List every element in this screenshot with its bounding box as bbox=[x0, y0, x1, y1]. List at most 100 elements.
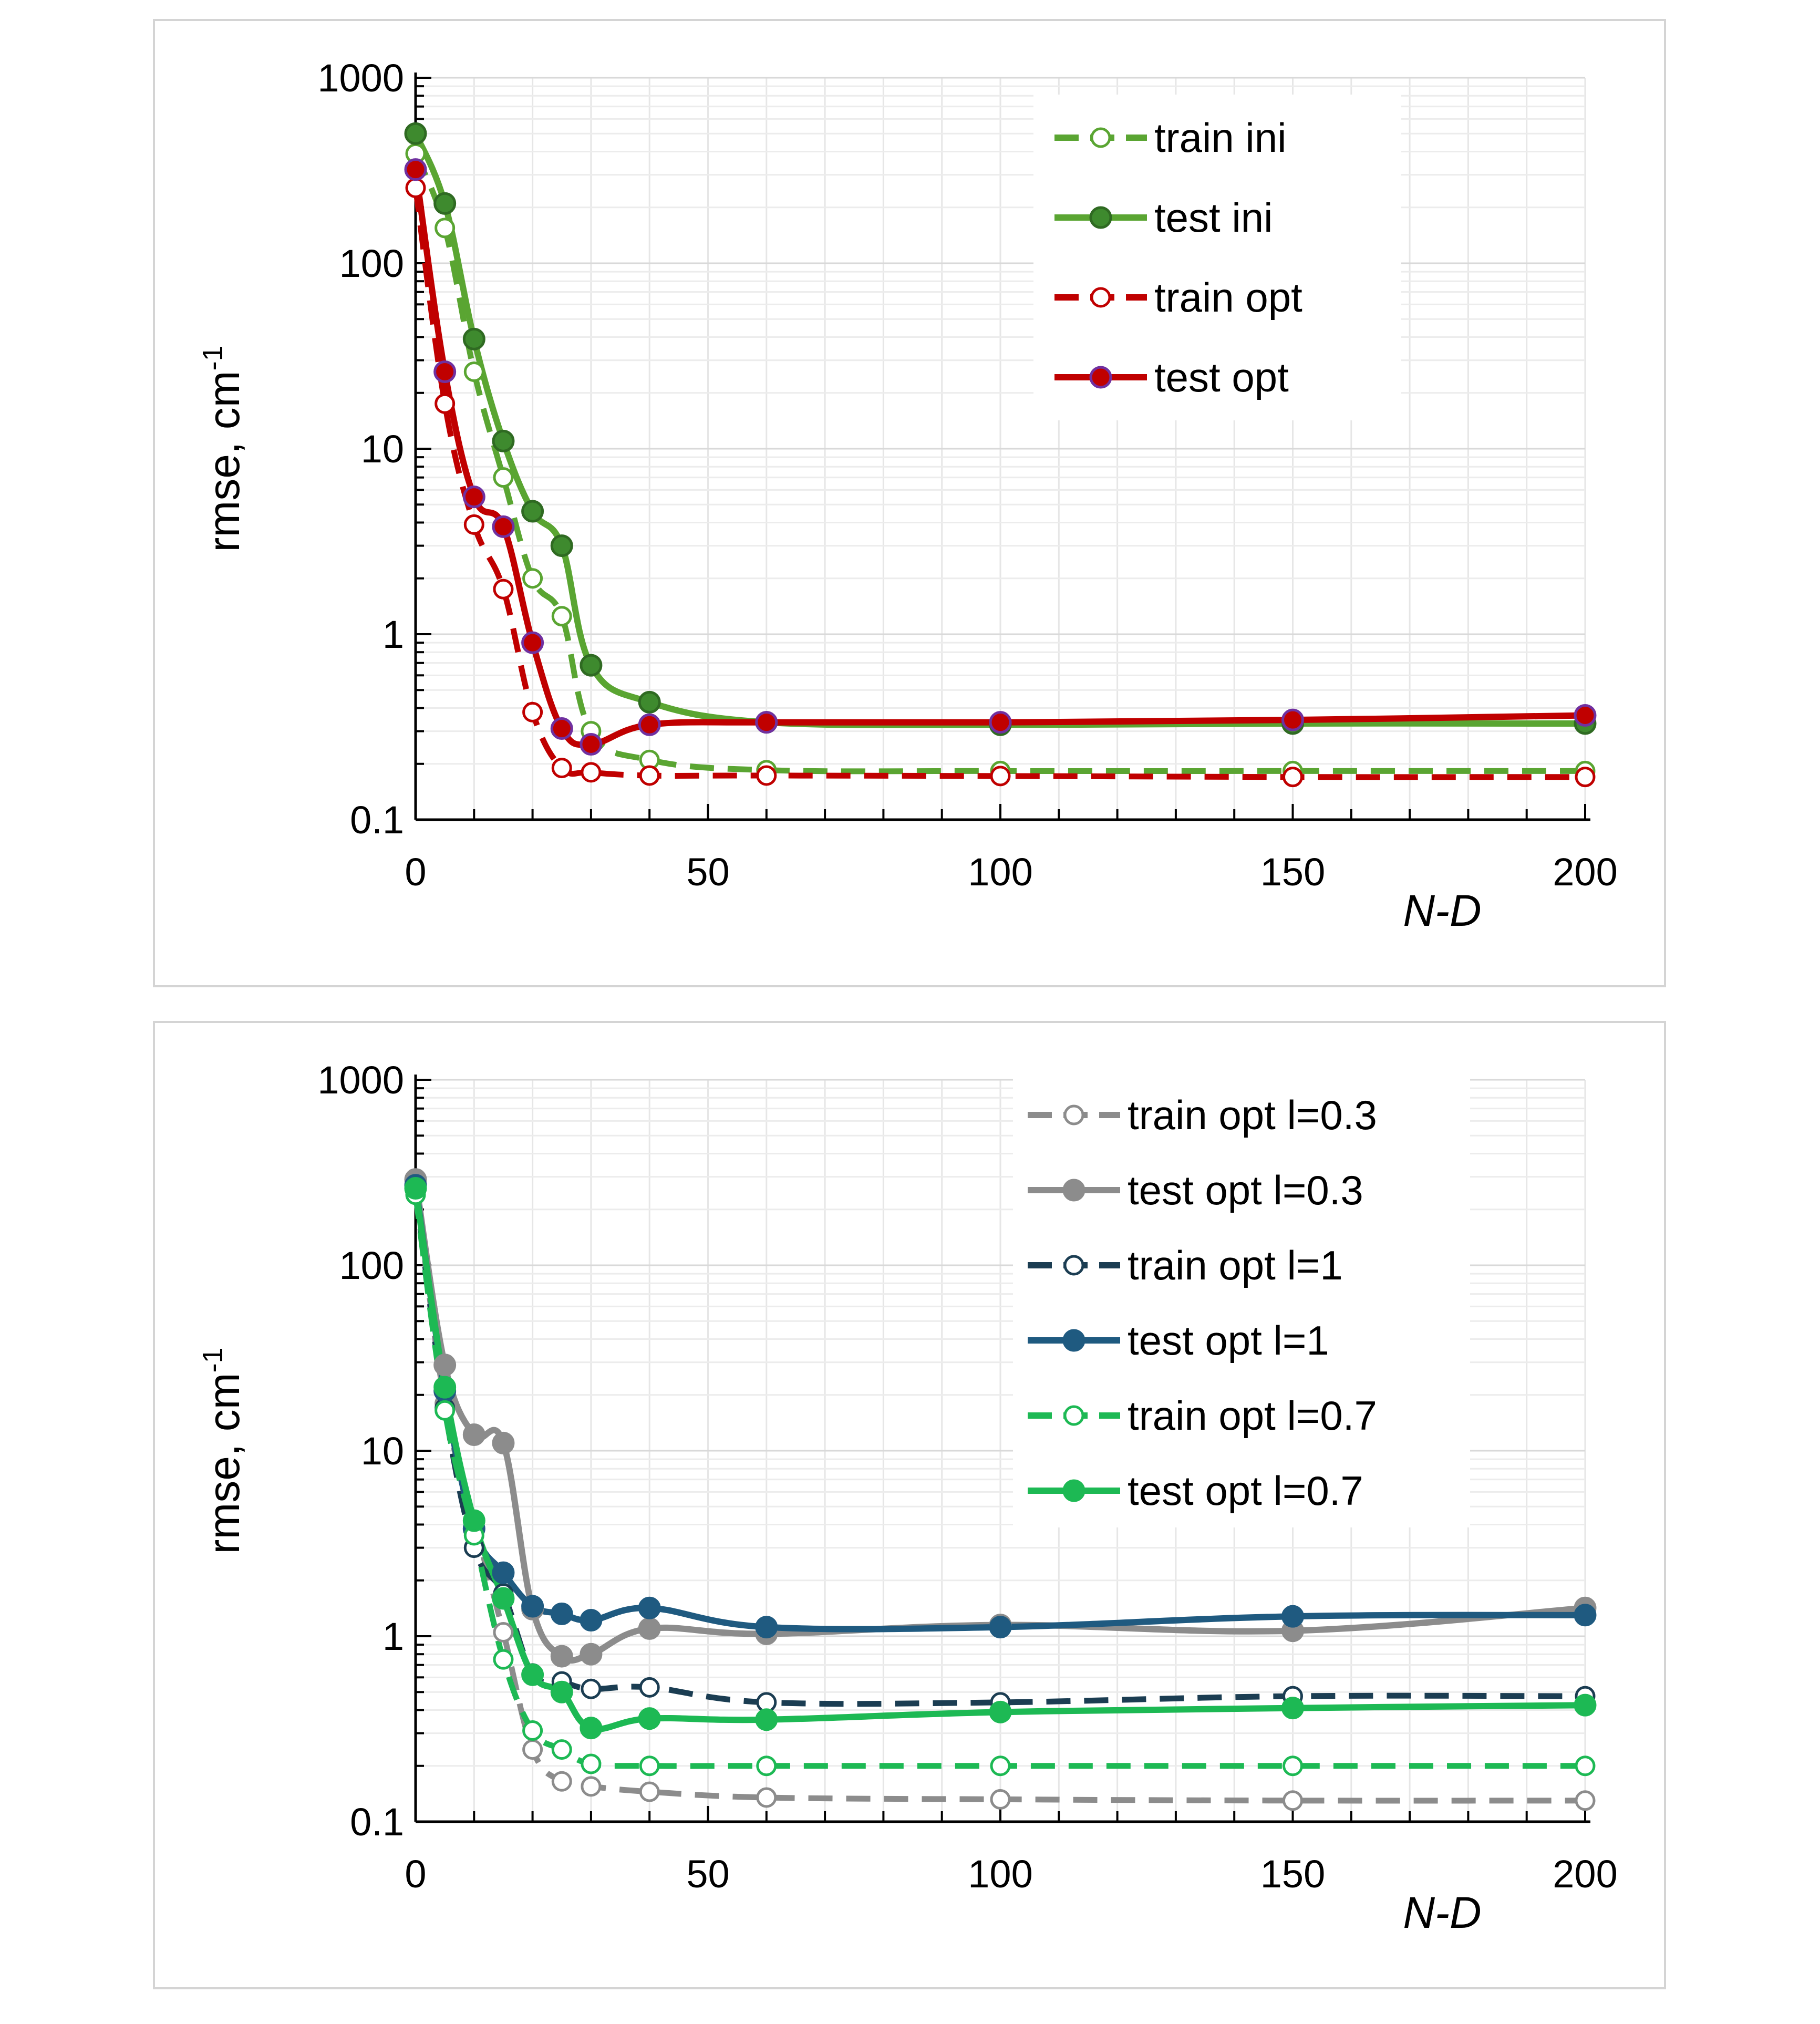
chart2-legend-label: train opt l=0.3 bbox=[1128, 1092, 1377, 1138]
chart-panel-bottom: 0 50 100 150 200 0.1 1 10 100 1000 N-D rmse, cm-1 tr… bbox=[153, 1021, 1666, 1989]
chart2-legend-marker bbox=[1062, 1479, 1085, 1502]
chart2-series-3-point bbox=[989, 1616, 1012, 1639]
chart1-series-3-point bbox=[404, 158, 427, 181]
chart2-series-0-point bbox=[551, 1771, 572, 1792]
chart2-series-4-point bbox=[493, 1649, 514, 1670]
chart2-series-1-point bbox=[550, 1645, 573, 1668]
chart-top: 0 50 100 150 200 0.1 1 10 100 1000 N-D rmse, cm-1 tr… bbox=[197, 56, 1618, 935]
chart1-legend-marker bbox=[1090, 287, 1111, 308]
chart1-series-0-point bbox=[463, 362, 484, 383]
chart2-series-5-point bbox=[404, 1177, 427, 1200]
chart1-series-2-point bbox=[756, 765, 777, 786]
chart1-series-0-point bbox=[435, 218, 456, 239]
chart2-series-5-point bbox=[462, 1509, 485, 1532]
chart2-series-5-point bbox=[550, 1680, 573, 1703]
chart2-x-tick-label: 200 bbox=[1553, 1852, 1617, 1896]
chart1-series-1-point bbox=[404, 122, 427, 145]
chart2-x-tick-label: 150 bbox=[1260, 1852, 1325, 1896]
chart1-legend-label: train ini bbox=[1154, 115, 1286, 161]
chart2-series-4-point bbox=[435, 1400, 456, 1421]
chart2-series-5-point bbox=[433, 1376, 457, 1399]
chart2-series-0-point bbox=[581, 1776, 602, 1797]
chart1-series-3-point bbox=[550, 717, 573, 740]
chart2-series-4-point bbox=[1283, 1755, 1303, 1777]
chart2-legend-box bbox=[1013, 1076, 1470, 1527]
chart1-series-1-point bbox=[462, 327, 485, 350]
chart1-y-tick-label: 0.1 bbox=[350, 798, 404, 842]
chart1-x-tick-label: 100 bbox=[968, 850, 1032, 894]
chart2-series-0-point bbox=[1283, 1790, 1303, 1811]
chart1-y-tick-label: 100 bbox=[339, 242, 404, 285]
chart2-series-3-point bbox=[550, 1602, 573, 1625]
chart2-series-4-markers bbox=[405, 1184, 1596, 1777]
chart2-series-3-point bbox=[755, 1616, 778, 1639]
chart1-series-3-point bbox=[1574, 704, 1597, 727]
chart-panel-top: 0 50 100 150 200 0.1 1 10 100 1000 N-D rmse, cm-1 tr… bbox=[153, 19, 1666, 987]
chart2-series-5-markers bbox=[404, 1177, 1597, 1740]
chart2-series-5-line bbox=[412, 1187, 1586, 1732]
chart2-legend-label: test opt l=0.3 bbox=[1128, 1167, 1363, 1213]
chart2-legend-label: train opt l=0.7 bbox=[1128, 1392, 1377, 1439]
chart1-series-3-point bbox=[521, 631, 544, 654]
chart1-x-tick-label: 50 bbox=[686, 850, 729, 894]
chart1-series-3-point bbox=[492, 515, 515, 538]
chart2-series-0-point bbox=[639, 1781, 660, 1802]
chart1-series-1-point bbox=[580, 654, 603, 677]
chart2-series-4-point bbox=[1575, 1755, 1596, 1777]
chart2-series-4-point bbox=[990, 1755, 1011, 1777]
chart2-series-4-point bbox=[756, 1755, 777, 1777]
chart1-series-2-point bbox=[639, 765, 660, 786]
chart2-legend-label: test opt l=1 bbox=[1128, 1317, 1329, 1364]
chart2-y-tick-label: 100 bbox=[339, 1244, 404, 1287]
chart2-series-2-point bbox=[639, 1677, 660, 1698]
chart2-series-2-point bbox=[581, 1678, 602, 1699]
chart2-series-0-point bbox=[493, 1622, 514, 1643]
chart1-legend-label: test ini bbox=[1154, 194, 1273, 241]
chart2-legend-label: test opt l=0.7 bbox=[1128, 1468, 1363, 1514]
chart2-series-3-point bbox=[492, 1561, 515, 1584]
chart2-x-tick-label: 100 bbox=[968, 1852, 1032, 1896]
chart2-series-1-point bbox=[433, 1354, 457, 1377]
chart2-y-tick-label: 1000 bbox=[317, 1058, 404, 1102]
chart1-series-2-point bbox=[581, 762, 602, 783]
chart2-series-0-point bbox=[1575, 1790, 1596, 1811]
chart2-series-0-point bbox=[522, 1739, 543, 1760]
chart1-series-2-line bbox=[412, 187, 1586, 780]
chart2-legend-label: train opt l=1 bbox=[1128, 1242, 1343, 1288]
chart1-series-3-point bbox=[1281, 708, 1304, 731]
chart2-series-4-point bbox=[581, 1753, 602, 1774]
chart2-legend-marker bbox=[1062, 1179, 1085, 1202]
chart2-legend-marker bbox=[1063, 1405, 1084, 1426]
chart2-series-3-point bbox=[1574, 1604, 1597, 1627]
chart2-series-3-point bbox=[521, 1595, 544, 1618]
chart1-series-3-markers bbox=[404, 158, 1597, 756]
chart1-y-tick-label: 1000 bbox=[317, 56, 404, 100]
chart1-legend: train ini test ini train opt test opt bbox=[1033, 95, 1401, 420]
chart1-series-3-point bbox=[433, 360, 457, 384]
chart1-series-2-point bbox=[435, 393, 456, 414]
chart1-series-2-point bbox=[463, 514, 484, 535]
chart2-series-4-point bbox=[639, 1755, 660, 1777]
chart2-series-1-point bbox=[492, 1431, 515, 1454]
chart2-y-axis-label: rmse, cm-1 bbox=[197, 1347, 249, 1554]
chart1-series-0-point bbox=[522, 568, 543, 589]
chart2-series-0-point bbox=[756, 1787, 777, 1808]
chart2-series-5-point bbox=[1281, 1697, 1304, 1720]
chart1-x-tick-label: 0 bbox=[405, 850, 426, 894]
chart1-series-2-point bbox=[1283, 767, 1303, 788]
chart2-series-1-point bbox=[580, 1643, 603, 1666]
chart2-series-5-point bbox=[492, 1587, 515, 1610]
chart2-x-tick-label: 50 bbox=[686, 1852, 729, 1896]
chart1-x-axis-label: N-D bbox=[1403, 886, 1481, 935]
chart2-series-5-point bbox=[638, 1707, 661, 1730]
chart1-series-1-point bbox=[521, 500, 544, 523]
chart2-x-tick-label: 0 bbox=[405, 1852, 426, 1896]
chart1-series-0-point bbox=[551, 606, 572, 627]
chart1-legend-label: test opt bbox=[1154, 354, 1289, 400]
chart2-series-1-point bbox=[638, 1617, 661, 1640]
chart2-series-3-point bbox=[580, 1609, 603, 1632]
chart1-series-2-point bbox=[522, 701, 543, 722]
chart1-series-2-point bbox=[493, 579, 514, 600]
chart1-series-2-point bbox=[990, 766, 1011, 787]
chart-bottom: 0 50 100 150 200 0.1 1 10 100 1000 N-D rmse, cm-1 tr… bbox=[197, 1058, 1618, 1937]
